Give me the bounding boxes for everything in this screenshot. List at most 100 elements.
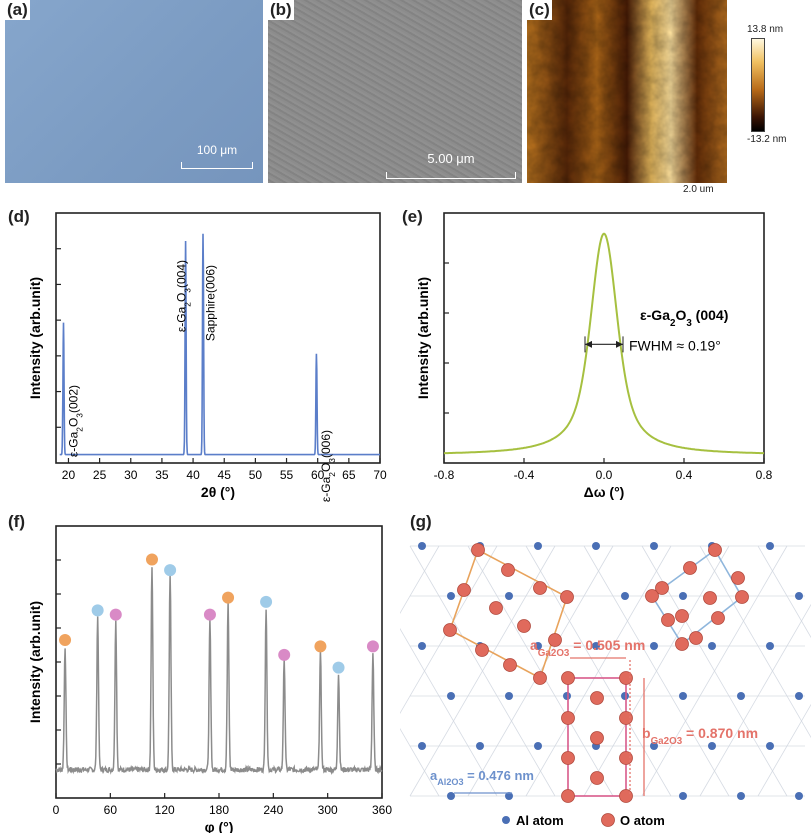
panel-label-c: (c) — [527, 0, 552, 20]
phi-peak-marker-4 — [164, 564, 176, 576]
phi-peak-marker-9 — [314, 640, 326, 652]
al-atom — [766, 642, 774, 650]
o-atom — [732, 572, 745, 585]
legend-o-label: O atom — [620, 813, 665, 828]
x-tick-label: 0.0 — [596, 468, 613, 482]
al-atom — [447, 692, 455, 700]
phi-peak-marker-8 — [278, 649, 290, 661]
al-atom — [795, 592, 803, 600]
x-axis-label: φ (°) — [205, 819, 234, 833]
x-tick-label: 0 — [53, 803, 60, 817]
legend-al-marker — [502, 816, 510, 824]
al-atom — [447, 792, 455, 800]
phi-peak-marker-5 — [204, 609, 216, 621]
x-tick-label: 25 — [93, 468, 107, 482]
x-tick-label: 60 — [104, 803, 118, 817]
al-atom — [418, 642, 426, 650]
o-atom — [490, 602, 503, 615]
lattice-grid-line — [400, 546, 439, 796]
o-atom — [549, 634, 562, 647]
phi-peak-marker-1 — [92, 604, 104, 616]
al-atom — [679, 792, 687, 800]
lattice-grid-line — [700, 546, 811, 796]
phi-peak-marker-10 — [333, 662, 345, 674]
scale-bar-a — [181, 162, 253, 169]
al-atom — [679, 692, 687, 700]
x-tick-label: 70 — [373, 468, 387, 482]
o-atom — [676, 638, 689, 651]
panel-label-g: (g) — [408, 512, 434, 532]
phi-peak-marker-11 — [367, 640, 379, 652]
a-al2o3-label: aAl2O3 = 0.476 nm — [430, 768, 534, 787]
o-atom — [561, 591, 574, 604]
al-atom — [650, 642, 658, 650]
al-atom — [534, 542, 542, 550]
x-tick-label: 180 — [209, 803, 229, 817]
fwhm-label: FWHM ≈ 0.19° — [629, 337, 721, 353]
o-atom — [444, 624, 457, 637]
scale-bar-label-a: 100 μm — [181, 143, 253, 157]
o-atom — [504, 659, 517, 672]
al-atom — [418, 742, 426, 750]
xrd-series-line — [60, 234, 380, 455]
x-tick-label: 240 — [263, 803, 283, 817]
o-atom — [562, 752, 575, 765]
panel-a: (a) 100 μm — [5, 0, 263, 183]
lattice-grid-line — [758, 546, 811, 796]
al-atom — [621, 692, 629, 700]
x-axis-label: Δω (°) — [584, 484, 625, 500]
y-axis-label: Intensity (arb.unit) — [27, 601, 43, 723]
plot-frame — [56, 213, 380, 463]
al-atom — [505, 592, 513, 600]
o-atom — [620, 790, 633, 803]
al-atom — [737, 792, 745, 800]
scale-bar-b — [386, 172, 516, 179]
panel-label-a: (a) — [5, 0, 30, 20]
panel-label-e: (e) — [400, 207, 425, 227]
panel-label-b: (b) — [268, 0, 294, 20]
o-atom — [458, 584, 471, 597]
panel-label-f: (f) — [6, 512, 27, 532]
x-tick-label: 120 — [155, 803, 175, 817]
a-ga2o3-label: aGa2O3 = 0.505 nm — [530, 637, 645, 659]
afm-scale-label: 2.0 um — [683, 184, 714, 195]
lattice-grid-line — [400, 546, 439, 796]
plot-frame — [56, 526, 382, 798]
color-scale-max: 13.8 nm — [747, 24, 783, 35]
rocking-curve-title: ε-Ga2O3 (004) — [640, 307, 728, 329]
o-atom — [502, 564, 515, 577]
lattice-grid-line — [700, 546, 811, 796]
al-atom — [621, 592, 629, 600]
x-tick-label: 360 — [372, 803, 392, 817]
lattice-grid-line — [758, 546, 811, 796]
x-tick-label: 0.4 — [676, 468, 693, 482]
xrd-peak-annotation: ε-Ga2O3(006) — [319, 430, 337, 502]
al-atom — [592, 542, 600, 550]
al-atom — [534, 742, 542, 750]
o-atom — [712, 612, 725, 625]
legend-o-marker — [602, 814, 615, 827]
x-tick-label: 35 — [155, 468, 169, 482]
o-atom — [591, 692, 604, 705]
x-tick-label: -0.4 — [514, 468, 535, 482]
o-atom — [472, 544, 485, 557]
o-atom — [709, 544, 722, 557]
afm-image — [527, 0, 727, 183]
blue-unit-cell — [652, 550, 742, 644]
o-atom — [591, 732, 604, 745]
o-atom — [676, 610, 689, 623]
al-atom — [476, 742, 484, 750]
xrd-peak-annotation: ε-Ga2O3(004) — [174, 260, 192, 332]
xrd-peak-annotation: Sapphire(006) — [204, 265, 218, 341]
o-atom — [476, 644, 489, 657]
phi-peak-marker-0 — [59, 634, 71, 646]
o-atom — [518, 620, 531, 633]
al-atom — [447, 592, 455, 600]
xrd-peak-annotation: ε-Ga2O3(002) — [67, 385, 85, 457]
color-scale-bar — [751, 38, 765, 132]
